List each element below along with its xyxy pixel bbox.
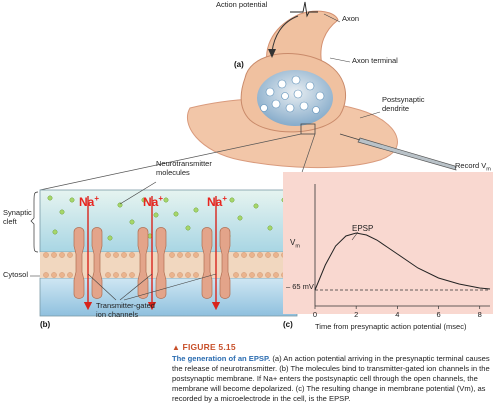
- panel-b-label: (b): [40, 320, 51, 329]
- figure-number-text: FIGURE 5.15: [182, 342, 236, 352]
- label-postsynaptic-dendrite: Postsynaptic dendrite: [382, 95, 425, 113]
- caption-text: (a) An action potential arriving in the …: [172, 353, 490, 403]
- panel-a-label: (a): [234, 60, 244, 69]
- panel-c-label: (c): [283, 320, 293, 329]
- ylabel-text: V: [290, 238, 296, 247]
- na-ion-label: Na+: [143, 194, 163, 209]
- label-axon: Axon: [342, 14, 360, 23]
- chart-background: [283, 172, 493, 314]
- label-axon-terminal: Axon terminal: [352, 56, 398, 65]
- action-potential-spike: [290, 1, 318, 18]
- epsp-curve: [314, 232, 491, 291]
- ion-channel: [201, 227, 231, 299]
- triangle-icon: ▲: [172, 343, 183, 352]
- na-ion-charge: +: [158, 194, 164, 203]
- x-tick-label: 6: [436, 310, 440, 319]
- figure-caption: ▲ FIGURE 5.15 The generation of an EPSP.…: [172, 342, 494, 404]
- na-ion-text: Na: [207, 195, 223, 209]
- caption-title: The generation of an EPSP.: [172, 353, 271, 363]
- action-potential-arrow: [271, 15, 299, 53]
- label-record-vm: Record Vm: [455, 161, 491, 173]
- record-vm-text: Record V: [455, 161, 487, 170]
- zoom-box: [300, 123, 316, 135]
- ion-channel: [137, 227, 167, 299]
- ion-channel: [73, 227, 103, 299]
- na-ion-text: Na: [143, 195, 159, 209]
- ylabel-sub: m: [295, 243, 300, 250]
- caption-body: The generation of an EPSP. (a) An action…: [172, 354, 494, 404]
- x-tick-label: 8: [478, 310, 482, 319]
- recording-electrode: [357, 137, 457, 171]
- chart-xlabel: Time from presynaptic action potential (…: [315, 322, 467, 331]
- chart-series-label: EPSP: [352, 224, 374, 233]
- chart-baseline-label: – 65 mV: [286, 282, 314, 291]
- label-transmitter-gated: Transmitter-gated ion channels: [96, 301, 155, 319]
- na-ion-charge: +: [222, 194, 228, 203]
- epsp-label-leader: [351, 231, 359, 241]
- chart-ylabel: Vm: [290, 238, 300, 250]
- record-vm-sub: m: [486, 166, 491, 173]
- epsp-chart: 0 2 4 6 8: [283, 172, 493, 319]
- synapse-illustration: [39, 1, 457, 191]
- na-ion-text: Na: [79, 195, 95, 209]
- label-neurotransmitter-molecules: Neurotransmitter molecules: [156, 159, 212, 177]
- figure-number: ▲ FIGURE 5.15: [172, 342, 494, 354]
- label-cytosol: Cytosol: [3, 270, 29, 279]
- na-ion-label: Na+: [79, 194, 99, 209]
- na-ion-charge: +: [94, 194, 100, 203]
- x-tick-label: 4: [395, 310, 399, 319]
- cleft-bracket: [30, 191, 39, 253]
- label-action-potential: Action potential: [216, 0, 268, 9]
- label-synaptic-cleft: Synaptic cleft: [3, 208, 32, 226]
- ion-channel-panel: [30, 181, 298, 317]
- x-tick-label: 0: [313, 310, 317, 319]
- na-ion-label: Na+: [207, 194, 227, 209]
- x-tick-label: 2: [354, 310, 358, 319]
